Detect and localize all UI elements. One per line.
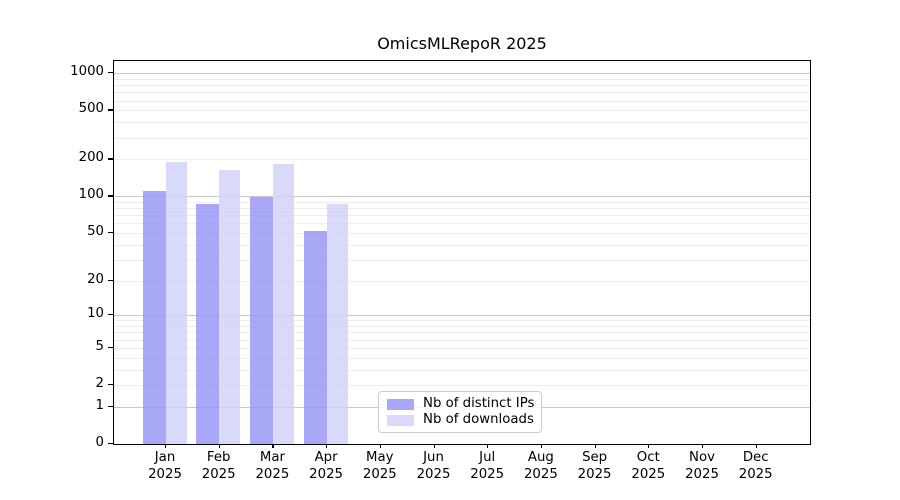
x-tick-mark: [702, 444, 704, 448]
bar-distinct-ips: [249, 197, 273, 444]
x-tick-label: Mar 2025: [255, 450, 290, 482]
x-tick-label: Oct 2025: [631, 450, 666, 482]
x-tick-label: Apr 2025: [309, 450, 344, 482]
gridline-minor: [114, 259, 810, 261]
legend-item-downloads: Nb of downloads: [387, 412, 534, 428]
gridline-minor: [114, 223, 810, 225]
legend-swatch-distinct-ips: [387, 398, 414, 410]
y-tick-mark: [108, 158, 113, 160]
gridline-minor: [114, 347, 810, 349]
x-tick-mark: [594, 444, 596, 448]
bar-downloads: [272, 163, 294, 444]
gridline-minor: [114, 244, 810, 246]
gridline-minor: [114, 280, 810, 282]
gridline-minor: [114, 332, 810, 334]
x-tick-label: Nov 2025: [685, 450, 719, 482]
y-tick-label: 10: [87, 306, 104, 322]
gridline-minor: [114, 320, 810, 322]
y-tick-label: 500: [78, 101, 104, 117]
chart-title: OmicsMLRepoR 2025: [377, 34, 547, 53]
gridline-minor: [114, 85, 810, 87]
y-tick-mark: [108, 346, 113, 349]
gridline-minor: [114, 357, 810, 359]
x-tick-label: Sep 2025: [577, 450, 612, 482]
y-tick-mark: [108, 405, 113, 407]
legend-label-downloads: Nb of downloads: [423, 412, 534, 427]
grid-layer: [114, 61, 810, 444]
gridline-minor: [114, 233, 810, 234]
bar-distinct-ips: [196, 204, 220, 444]
x-tick-mark: [540, 444, 543, 448]
bar-distinct-ips: [303, 231, 327, 444]
gridline-major: [114, 315, 810, 317]
gridline-minor: [114, 137, 810, 139]
y-tick-label: 50: [87, 224, 104, 239]
y-tick-mark: [108, 384, 113, 386]
x-tick-mark: [433, 444, 435, 448]
bar-downloads: [219, 169, 241, 444]
y-tick-label: 200: [78, 150, 104, 166]
x-tick-mark: [379, 444, 381, 448]
y-tick-label: 20: [87, 271, 104, 287]
bar-distinct-ips: [142, 191, 166, 444]
legend-swatch-downloads: [387, 414, 414, 426]
gridline-minor: [114, 385, 810, 386]
y-tick-label: 5: [95, 338, 104, 354]
legend-label-distinct-ips: Nb of distinct IPs: [423, 396, 535, 411]
y-tick-mark: [108, 195, 113, 197]
y-tick-mark: [108, 232, 113, 234]
x-tick-mark: [165, 444, 167, 448]
x-tick-label: Jun 2025: [416, 450, 451, 482]
x-tick-label: Jan 2025: [148, 450, 182, 482]
x-tick-label: Feb 2025: [201, 450, 236, 482]
bar-downloads: [165, 162, 187, 444]
y-tick-mark: [108, 443, 113, 445]
x-tick-mark: [326, 444, 328, 448]
gridline-major: [114, 196, 810, 198]
x-tick-mark: [218, 444, 220, 448]
gridline-minor: [114, 159, 810, 161]
x-tick-label: May 2025: [362, 450, 397, 482]
gridline-minor: [114, 369, 810, 371]
legend: Nb of distinct IPs Nb of downloads: [378, 391, 542, 433]
x-tick-mark: [648, 444, 650, 448]
x-tick-mark: [487, 444, 489, 448]
legend-item-distinct-ips: Nb of distinct IPs: [387, 396, 535, 412]
x-tick-label: Dec 2025: [738, 450, 773, 482]
gridline-minor: [114, 92, 810, 94]
y-tick-label: 1: [95, 397, 104, 413]
gridline-minor: [114, 122, 810, 124]
gridline-major: [114, 73, 810, 75]
x-tick-mark: [755, 444, 757, 448]
x-tick-label: Jul 2025: [470, 450, 505, 482]
y-tick-mark: [108, 314, 113, 316]
y-tick-mark: [108, 279, 113, 281]
bars-layer: [114, 61, 810, 444]
y-tick-label: 1000: [70, 64, 104, 80]
y-tick-mark: [108, 72, 113, 74]
y-tick-label: 2: [95, 376, 104, 391]
gridline-minor: [114, 201, 810, 203]
gridline-minor: [114, 100, 810, 102]
y-tick-label: 100: [78, 187, 104, 203]
bar-downloads: [326, 203, 348, 444]
gridline-minor: [114, 78, 810, 80]
x-tick-label: Aug 2025: [523, 450, 558, 482]
gridline-minor: [114, 208, 810, 210]
y-tick-label: 0: [95, 435, 104, 450]
x-tick-mark: [272, 444, 274, 448]
gridline-minor: [114, 215, 810, 217]
gridline-minor: [114, 326, 810, 328]
plot-area: Nb of distinct IPs Nb of downloads: [113, 60, 811, 445]
gridline-minor: [114, 339, 810, 341]
gridline-minor: [114, 110, 810, 112]
y-tick-mark: [108, 109, 113, 111]
